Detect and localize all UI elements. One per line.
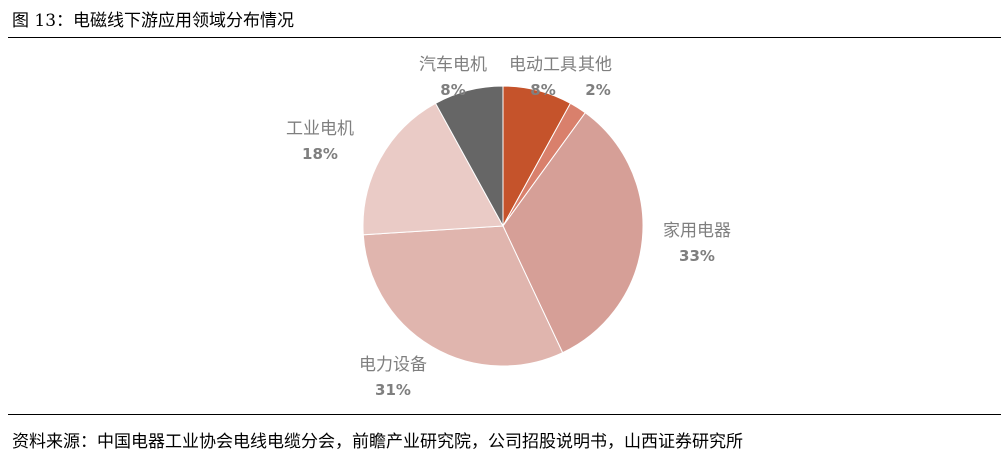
slice-percent-label: 31% — [375, 381, 411, 399]
slice-label: 工业电机 — [286, 119, 354, 139]
slice-label: 电力设备 — [359, 355, 427, 375]
slice-percent-label: 8% — [530, 81, 555, 99]
figure-title: 图 13：电磁线下游应用领域分布情况 — [12, 11, 295, 31]
slice-label: 家用电器 — [663, 221, 731, 241]
top-rule — [8, 37, 1001, 38]
slice-label: 其他 — [578, 55, 612, 75]
source-note: 资料来源：中国电器工业协会电线电缆分会，前瞻产业研究院，公司招股说明书，山西证券… — [12, 432, 743, 452]
pie-slice-2 — [502, 112, 644, 354]
slice-percent-label: 8% — [440, 81, 465, 99]
pie-slice-5 — [434, 85, 504, 227]
slice-label: 汽车电机 — [419, 55, 487, 75]
slice-percent-label: 2% — [585, 81, 610, 99]
slice-percent-label: 18% — [302, 145, 338, 163]
pie-slice-4 — [362, 102, 504, 236]
slice-label: 电动工具 — [509, 55, 577, 75]
pie-slice-3 — [362, 225, 564, 367]
bottom-rule — [8, 414, 1001, 415]
slice-percent-label: 33% — [679, 247, 715, 265]
